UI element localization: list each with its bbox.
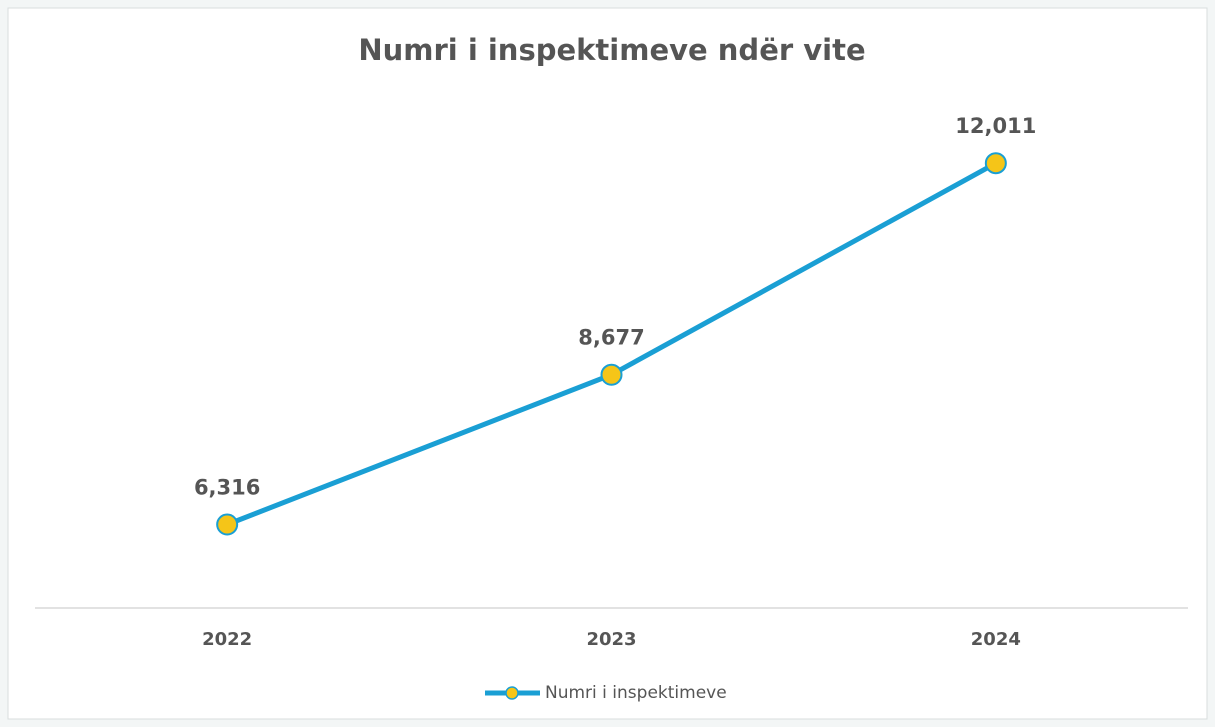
legend-label: Numri i inspektimeve: [545, 683, 727, 703]
x-tick-label: 2022: [202, 629, 252, 650]
marker: [216, 513, 239, 536]
x-tick-label: 2024: [971, 629, 1021, 650]
x-tick-label: 2023: [586, 629, 636, 650]
data-label: 8,677: [578, 326, 644, 350]
chart-title: Numri i inspektimeve ndër vite: [358, 33, 865, 67]
legend-marker: [505, 686, 519, 700]
chart-frame: [7, 7, 1208, 720]
data-label: 12,011: [955, 114, 1036, 138]
marker: [984, 152, 1007, 175]
data-label: 6,316: [194, 476, 260, 500]
marker: [600, 363, 623, 386]
